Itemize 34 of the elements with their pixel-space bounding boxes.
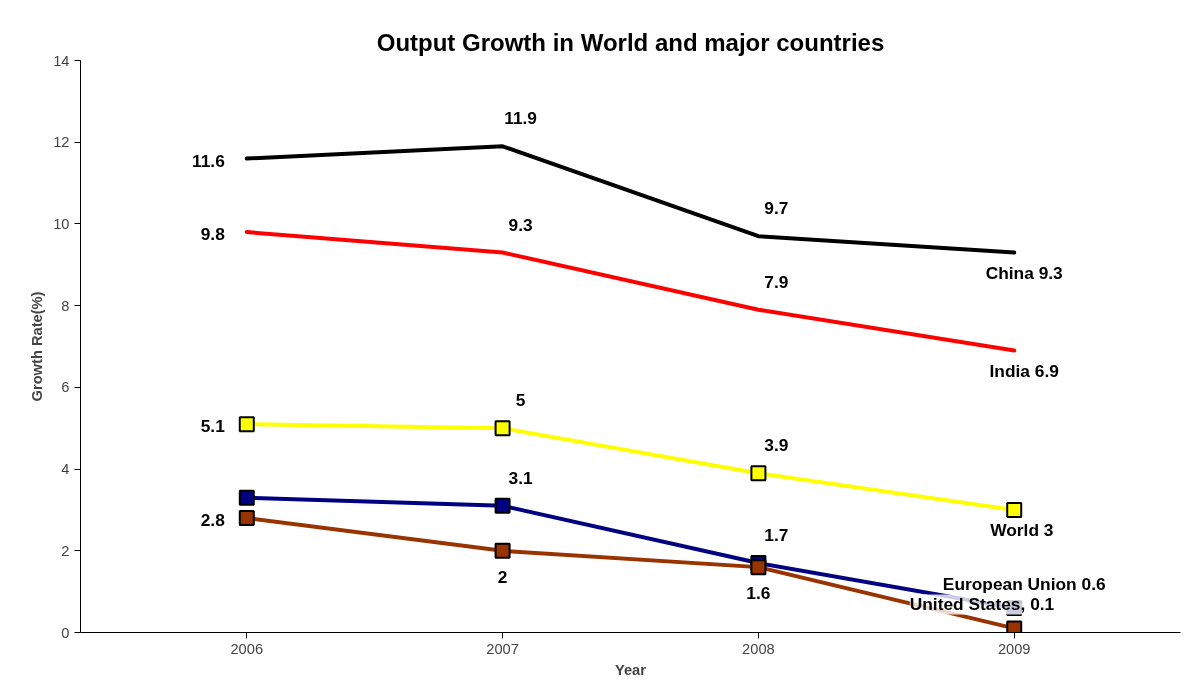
y-tick-label: 12 xyxy=(53,134,70,151)
data-label: 11.9 xyxy=(504,108,537,129)
data-label: India 6.9 xyxy=(989,360,1059,381)
data-label: 9.7 xyxy=(764,198,789,219)
data-label: European Union 0.6 xyxy=(942,573,1106,594)
data-label: 5 xyxy=(515,390,526,411)
y-tick-label: 10 xyxy=(53,215,70,232)
x-tick-label: 2009 xyxy=(997,640,1031,657)
y-tick-label: 6 xyxy=(61,379,70,396)
y-axis-title: Growth Rate(%) xyxy=(29,291,46,402)
data-label: 2.8 xyxy=(200,510,226,531)
y-tick-label: 0 xyxy=(61,624,70,641)
data-label: China 9.3 xyxy=(985,262,1064,283)
data-label: United States, 0.1 xyxy=(909,594,1055,615)
data-label: 2 xyxy=(497,566,508,587)
data-label: 11.6 xyxy=(192,150,226,171)
x-tick-label: 2006 xyxy=(230,640,264,657)
data-label: 1.6 xyxy=(746,583,771,604)
data-label: 1.7 xyxy=(764,525,789,546)
data-label: 3.1 xyxy=(508,467,533,488)
data-label: 7.9 xyxy=(764,271,789,292)
x-axis-title: Year xyxy=(615,661,647,678)
y-tick-label: 2 xyxy=(61,542,70,559)
x-tick-label: 2008 xyxy=(742,640,775,657)
data-label: 9.8 xyxy=(200,224,226,245)
data-label: 3.9 xyxy=(764,435,789,456)
data-label: 5.1 xyxy=(200,416,226,437)
y-tick-label: 14 xyxy=(53,52,70,69)
y-tick-label: 8 xyxy=(61,297,70,314)
data-label: 9.3 xyxy=(508,214,533,235)
y-tick-label: 4 xyxy=(61,461,70,478)
x-tick-label: 2007 xyxy=(486,640,519,657)
chart-title: Output Growth in World and major countries xyxy=(376,28,885,56)
data-label: World 3 xyxy=(990,519,1054,540)
